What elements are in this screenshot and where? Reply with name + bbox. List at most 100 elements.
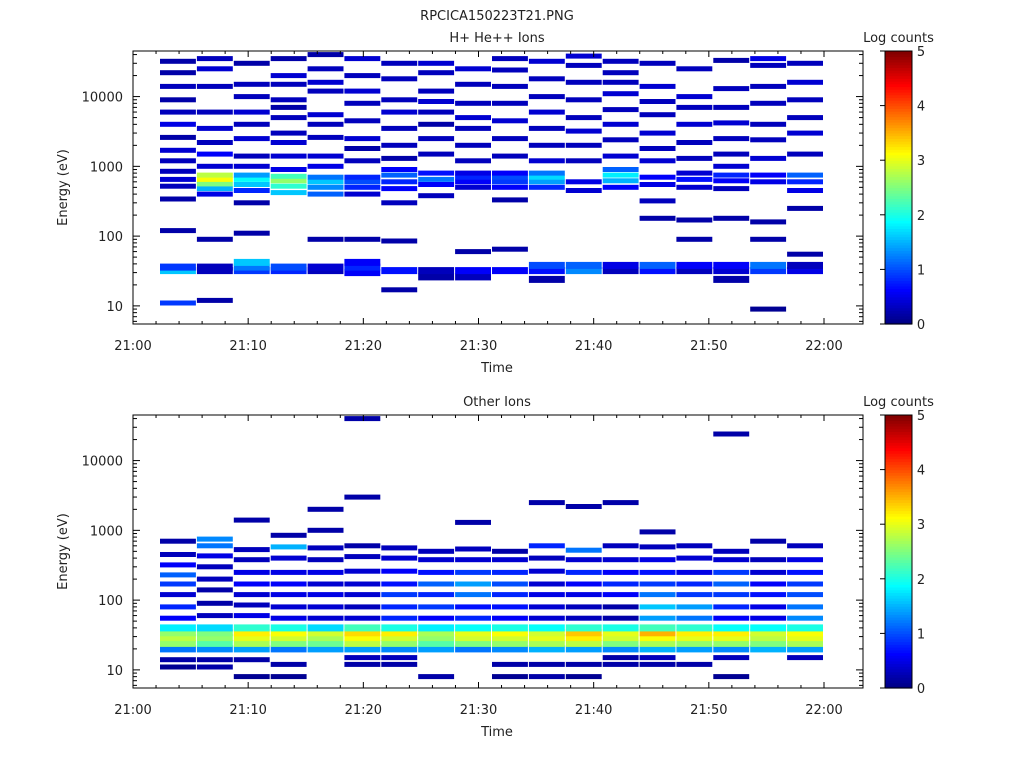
heatmap-cell xyxy=(307,615,344,621)
colorbar-segment xyxy=(885,132,912,137)
colorbar-segment xyxy=(885,611,912,615)
colorbar-segment xyxy=(885,447,912,452)
colorbar-segment xyxy=(885,668,912,673)
heatmap-cell xyxy=(455,645,491,653)
heatmap-cell xyxy=(344,639,381,647)
colorbar-segment xyxy=(885,480,912,484)
heatmap-cell xyxy=(750,581,787,587)
heatmap-cell xyxy=(160,592,196,598)
heatmap-cell xyxy=(455,634,491,642)
heatmap-cell xyxy=(713,629,750,637)
heatmap-cell xyxy=(344,615,381,621)
colorbar-frame xyxy=(884,50,913,325)
colorbar-segment xyxy=(885,192,912,197)
heatmap-cell xyxy=(418,121,455,127)
heatmap-cell xyxy=(750,56,787,62)
heatmap-cell xyxy=(418,151,455,157)
colorbar-segment xyxy=(885,417,912,422)
colorbar-segment xyxy=(885,168,912,172)
heatmap-cell xyxy=(602,629,639,637)
heatmap-cell xyxy=(160,615,196,621)
heatmap-cell xyxy=(639,615,676,621)
heatmap-cell xyxy=(602,58,639,64)
colorbar-segment xyxy=(885,562,912,566)
colorbar-segment xyxy=(885,483,912,487)
colorbar-segment xyxy=(885,496,912,501)
heatmap-cell xyxy=(787,639,823,647)
heatmap-cell xyxy=(196,613,233,619)
heatmap-cell xyxy=(455,66,491,72)
heatmap-cell xyxy=(344,118,381,124)
heatmap-cell xyxy=(713,120,750,126)
heatmap-cell xyxy=(750,592,787,598)
colorbar-segment xyxy=(885,458,912,463)
heatmap-cell xyxy=(233,657,270,663)
colorbar-segment xyxy=(885,70,912,74)
heatmap-cell xyxy=(713,267,750,275)
colorbar-segment xyxy=(885,505,912,509)
heatmap-cell xyxy=(160,604,196,610)
heatmap-cell xyxy=(418,615,455,621)
colorbar-segment xyxy=(885,464,912,468)
heatmap-cell xyxy=(160,645,196,653)
x-tick-label: 21:40 xyxy=(575,339,612,354)
heatmap-cell xyxy=(639,130,676,136)
panel-title: H+ He++ Ions xyxy=(449,31,545,46)
x-tick-label: 21:50 xyxy=(690,703,727,718)
colorbar-segment xyxy=(885,56,912,60)
heatmap-cell xyxy=(787,569,823,575)
heatmap-cell xyxy=(639,645,676,653)
heatmap-cell xyxy=(602,569,639,575)
heatmap-cell xyxy=(492,56,528,62)
heatmap-cell xyxy=(381,545,418,551)
colorbar-segment xyxy=(885,233,912,238)
heatmap-cell xyxy=(196,125,233,131)
colorbar-segment xyxy=(885,510,912,514)
heatmap-cell xyxy=(307,121,344,127)
heatmap-cell xyxy=(307,645,344,653)
heatmap-cell xyxy=(455,249,491,255)
heatmap-cell xyxy=(307,629,344,637)
heatmap-cell xyxy=(713,172,750,178)
heatmap-cell xyxy=(676,66,713,72)
heatmap-cell xyxy=(492,179,528,185)
heatmap-cell xyxy=(639,581,676,587)
colorbar-segment xyxy=(885,581,912,585)
heatmap-cell xyxy=(602,661,639,667)
figure-title: RPCICA150223T21.PNG xyxy=(420,9,574,24)
heatmap-cell xyxy=(455,115,491,121)
colorbar-segment xyxy=(885,638,912,643)
heatmap-cell xyxy=(270,104,307,110)
colorbar-segment xyxy=(885,666,912,670)
heatmap-cell xyxy=(418,176,455,182)
heatmap-cell xyxy=(344,88,381,94)
heatmap-cell xyxy=(196,634,233,642)
y-tick-label: 1000 xyxy=(90,524,123,539)
heatmap-cell xyxy=(307,569,344,575)
heatmap-cell xyxy=(381,97,418,103)
colorbar-segment xyxy=(885,143,912,148)
heatmap-cell xyxy=(676,261,713,269)
heatmap-cell xyxy=(787,188,823,193)
colorbar-segment xyxy=(885,198,912,202)
heatmap-cell xyxy=(418,548,455,554)
colorbar-segment xyxy=(885,141,912,145)
x-tick-label: 21:00 xyxy=(114,339,151,354)
heatmap-cell xyxy=(233,258,270,266)
colorbar-segment xyxy=(885,450,912,454)
heatmap-cell xyxy=(676,543,713,549)
colorbar-segment xyxy=(885,72,912,77)
heatmap-cell xyxy=(750,236,787,242)
colorbar-segment xyxy=(885,111,912,115)
heatmap-cell xyxy=(381,634,418,642)
heatmap-cell xyxy=(307,163,344,169)
heatmap-cell xyxy=(602,604,639,610)
colorbar-segment xyxy=(885,228,912,232)
heatmap-cell xyxy=(676,155,713,161)
colorbar-segment xyxy=(885,78,912,82)
x-tick-label: 21:50 xyxy=(690,339,727,354)
heatmap-cell xyxy=(233,557,270,563)
colorbar-tick-label: 1 xyxy=(917,263,925,278)
heatmap-cell xyxy=(307,179,344,185)
heatmap-cell xyxy=(713,581,750,587)
